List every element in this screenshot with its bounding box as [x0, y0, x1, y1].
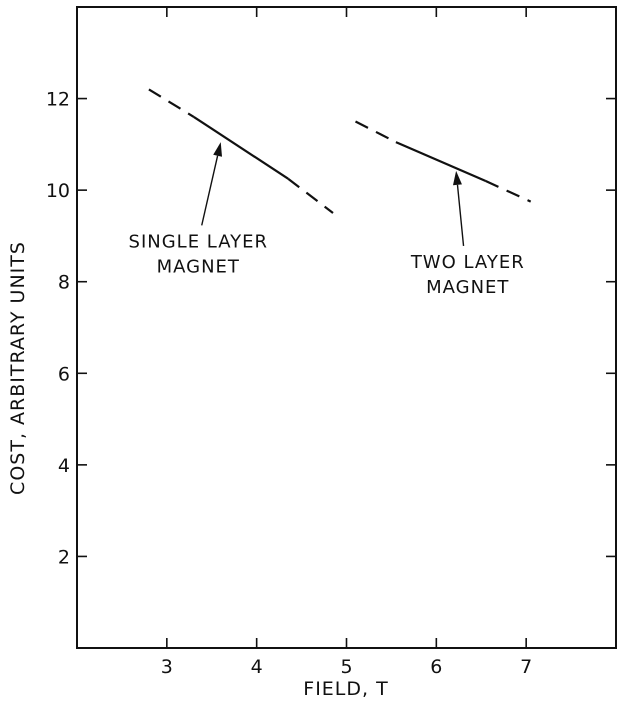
annotation-label: SINGLE LAYER [129, 231, 269, 252]
y-tick-label: 4 [58, 455, 70, 477]
series-2 [355, 120, 532, 203]
annotation-label: TWO LAYER [410, 252, 525, 273]
series-1 [148, 88, 334, 214]
x-tick-label: 5 [340, 656, 352, 678]
y-tick-label: 8 [58, 272, 70, 294]
x-tick-label: 6 [430, 656, 442, 678]
annotation-label: MAGNET [426, 277, 509, 298]
y-tick-label: 12 [46, 89, 70, 111]
annotation-1: SINGLE LAYER MAGNET [129, 142, 269, 277]
series-2-dashed-segment [485, 179, 532, 203]
series-2-solid-segment [395, 141, 487, 183]
curves [148, 88, 532, 214]
series-1-dashed-segment [148, 88, 195, 118]
y-axis-ticks: 2 4 6 8 10 12 [46, 89, 616, 568]
arrow-shaft [201, 155, 219, 226]
x-axis-ticks: 3 4 5 6 7 [161, 7, 532, 678]
annotations: SINGLE LAYER MAGNET TWO LAYER MAGNET [129, 142, 525, 298]
series-1-solid-segment [193, 115, 289, 180]
y-axis-title: COST, ARBITRARY UNITS [7, 241, 29, 495]
y-tick-label: 2 [58, 546, 70, 568]
x-tick-label: 3 [161, 656, 173, 678]
annotation-label: MAGNET [157, 256, 240, 277]
annotation-2: TWO LAYER MAGNET [410, 170, 525, 298]
y-tick-label: 6 [58, 363, 70, 385]
plot-frame [76, 6, 617, 649]
series-1-dashed-segment [287, 177, 334, 214]
arrow-head [453, 170, 462, 186]
x-axis-title: FIELD, T [303, 678, 388, 700]
x-tick-label: 4 [251, 656, 263, 678]
series-2-dashed-segment [355, 120, 397, 144]
x-tick-label: 7 [520, 656, 532, 678]
y-tick-label: 10 [46, 180, 70, 202]
arrow-shaft [456, 184, 465, 247]
arrow-head [213, 142, 223, 157]
